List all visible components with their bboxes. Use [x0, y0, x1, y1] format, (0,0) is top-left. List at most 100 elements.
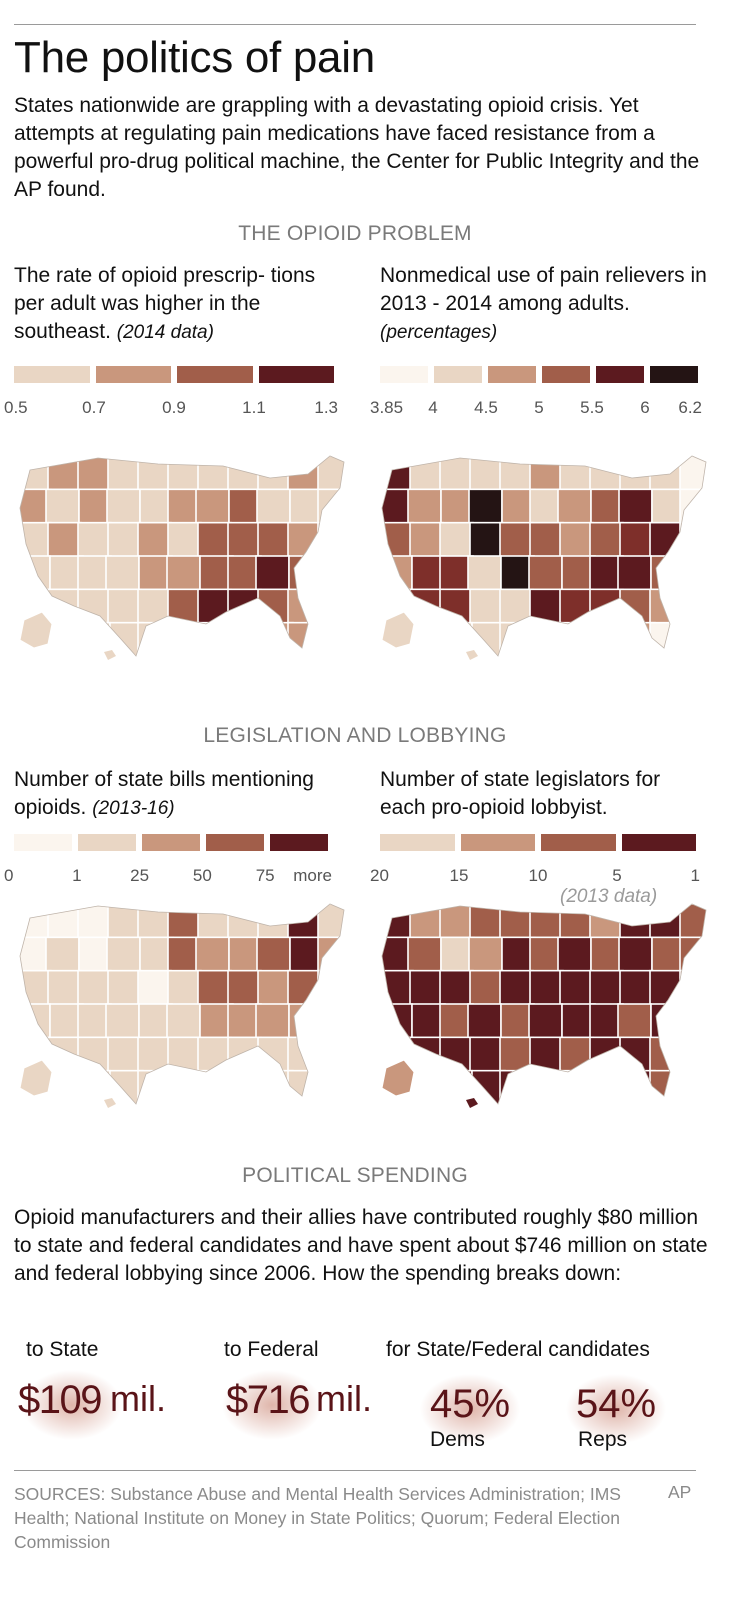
federal-glow — [222, 1370, 322, 1440]
state-region — [528, 555, 563, 592]
legend-tick-label: 1 — [72, 866, 82, 885]
state-region — [166, 1003, 201, 1040]
state-region — [499, 904, 534, 940]
hawaii-region — [104, 1098, 116, 1108]
legend-tick-label: 25 — [130, 866, 150, 885]
alaska-region — [381, 611, 415, 649]
state-region — [317, 456, 344, 492]
map-caption-state-bills: Number of state bills mentioning opioids… — [14, 766, 354, 823]
hawaii-region — [466, 650, 478, 660]
state-region — [287, 904, 322, 940]
state-region — [107, 521, 142, 558]
state-region — [315, 1069, 344, 1104]
state-region — [677, 621, 706, 656]
legend-tick-label: 0.7 — [82, 398, 106, 417]
state-region — [167, 969, 202, 1006]
legend-tick-label: 0.5 — [4, 398, 28, 417]
state-region — [165, 1069, 200, 1104]
state-region — [317, 588, 344, 625]
map-caption-legislators-per-lobbyist: Number of state legislators for each pro… — [380, 766, 710, 822]
state-region — [559, 456, 594, 492]
legend-swatch — [206, 834, 264, 851]
state-region — [409, 456, 444, 492]
state-region — [77, 904, 112, 940]
state-region — [77, 588, 112, 625]
state-region — [48, 1069, 83, 1104]
state-region — [167, 521, 202, 558]
caption-text: Number of state legislators for each pro… — [380, 768, 661, 819]
legend-tick-label: 4.5 — [474, 398, 498, 417]
legend-swatch — [488, 366, 536, 383]
state-region — [679, 588, 706, 625]
map-caption-nonmedical-use: Nonmedical use of pain relievers in 2013… — [380, 262, 710, 347]
state-region — [137, 456, 172, 492]
legend-prescription-rate: 0.5 0.7 0.9 1.1 1.3 — [4, 366, 338, 417]
state-region — [588, 621, 623, 656]
state-region — [439, 1036, 474, 1073]
legend-tick-label: 0 — [4, 866, 14, 885]
legend-tick-label: 1.1 — [242, 398, 266, 417]
state-region — [137, 904, 172, 940]
dems-glow — [420, 1374, 520, 1444]
state-region — [45, 488, 80, 525]
state-region — [317, 521, 344, 558]
state-region — [316, 555, 344, 592]
state-value: $109 — [18, 1378, 102, 1422]
legend-swatch — [380, 834, 455, 851]
state-region — [499, 1069, 534, 1104]
state-region — [137, 1036, 172, 1073]
legend-tick-label: 1.3 — [314, 398, 338, 417]
caption-text: Nonmedical use of pain relievers in 2013… — [380, 264, 707, 315]
state-region — [407, 936, 442, 973]
state-region — [256, 936, 291, 973]
state-region — [678, 555, 706, 592]
state-region — [467, 1003, 502, 1040]
state-region — [382, 456, 414, 492]
state-region — [105, 555, 140, 592]
state-region — [288, 1003, 323, 1040]
state-region — [589, 1036, 624, 1073]
state-region — [499, 969, 534, 1006]
state-region — [48, 621, 83, 656]
candidates-label: for State/Federal candidates — [386, 1338, 650, 1361]
state-region — [617, 555, 652, 592]
state-region — [619, 1036, 654, 1073]
state-region — [382, 904, 414, 940]
state-region — [257, 1036, 292, 1073]
sources-text: SOURCES: Substance Abuse and Mental Heal… — [14, 1484, 621, 1552]
legend-swatch — [621, 834, 696, 851]
state-region — [137, 588, 172, 625]
state-region — [619, 588, 654, 625]
state-region — [315, 621, 344, 656]
state-region — [195, 488, 230, 525]
state-region — [167, 904, 202, 940]
reps-glow — [566, 1374, 666, 1444]
state-region — [257, 456, 292, 492]
state-region — [439, 521, 474, 558]
state-region — [165, 621, 200, 656]
state-region — [468, 488, 503, 525]
section-heading-spending: POLITICAL SPENDING — [242, 1164, 468, 1187]
section-heading-legislation: LEGISLATION AND LOBBYING — [203, 724, 507, 747]
state-region — [47, 969, 82, 1006]
state-region — [439, 588, 474, 625]
alaska-region — [381, 1059, 415, 1097]
state-region — [619, 904, 654, 940]
state-region — [317, 904, 344, 940]
map-prescription-rate — [19, 455, 345, 660]
state-region — [679, 456, 706, 492]
federal-label: to Federal — [224, 1338, 319, 1361]
state-region — [107, 588, 142, 625]
state-region — [227, 904, 262, 940]
state-region — [287, 1069, 322, 1104]
state-region — [227, 456, 262, 492]
reps-label: Reps — [578, 1428, 628, 1451]
state-region — [317, 936, 344, 973]
state-region — [499, 1036, 534, 1073]
state-region — [317, 488, 344, 525]
ap-credit: AP — [668, 1482, 692, 1502]
state-region — [317, 1036, 344, 1073]
state-region — [197, 521, 232, 558]
state-region — [137, 521, 172, 558]
legend-state-bills: 0 1 25 50 75 more — [4, 834, 332, 885]
